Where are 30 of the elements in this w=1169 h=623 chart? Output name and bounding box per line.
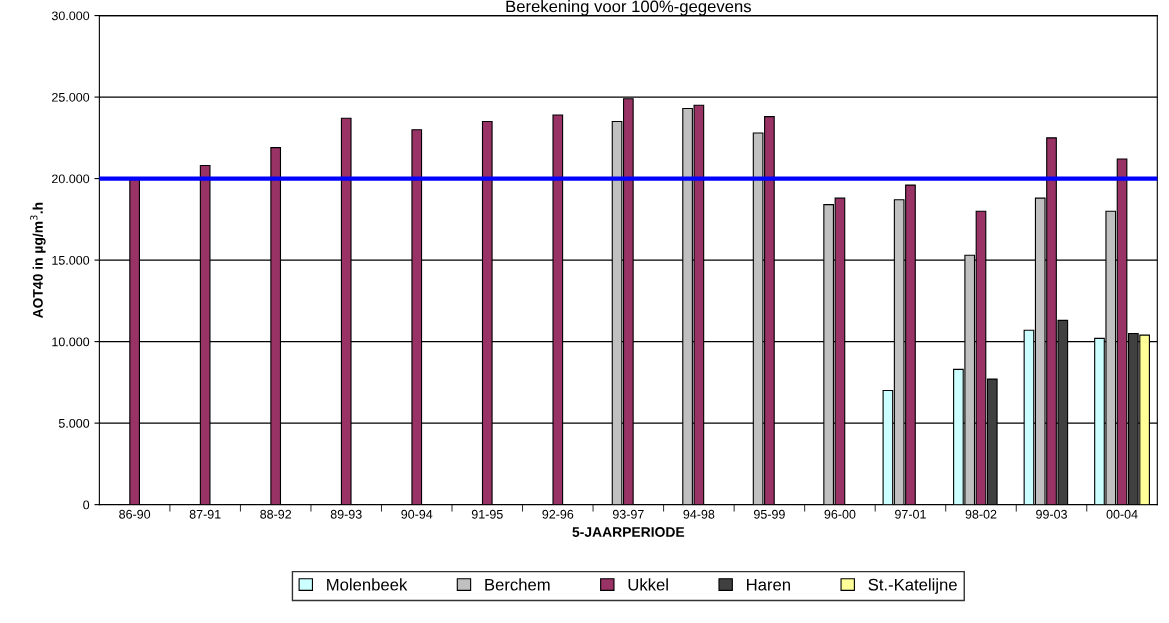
x-tick-label: 86-90 [119, 509, 151, 519]
x-tick-label: 99-03 [1036, 509, 1067, 519]
x-tick-label: 89-93 [330, 509, 362, 519]
x-tick-label: 98-02 [965, 509, 997, 519]
y-tick-label: 0 [83, 500, 90, 510]
y-tick-label: 5.000 [58, 418, 90, 428]
legend-label: Molenbeek [327, 578, 408, 591]
legend-label: Haren [747, 578, 790, 591]
x-tick-label: 90-94 [401, 509, 433, 519]
y-tick-label: 20.000 [52, 174, 90, 184]
y-axis-title: AOT40 in µg/m$^{3}$.h [30, 202, 46, 319]
x-tick-label: 95-99 [754, 509, 785, 519]
y-tick-label: 10.000 [52, 337, 90, 347]
legend-label: Berchem [485, 578, 550, 591]
y-tick-label: 15.000 [52, 255, 90, 265]
x-tick-label: 87-91 [189, 509, 221, 519]
y-tick-label: 25.000 [52, 92, 90, 102]
y-tick-label: 30.000 [51, 11, 90, 21]
x-tick-label: 88-92 [260, 509, 292, 519]
chart-title: Berekening voor 100%-gegevens [506, 0, 751, 16]
x-axis-title: 5-JAARPERIODE [572, 527, 685, 537]
legend-label: St.-Katelijne [868, 578, 957, 594]
x-tick-label: 00-04 [1106, 509, 1138, 519]
x-tick-label: 96-00 [824, 509, 856, 519]
x-tick-label: 97-01 [895, 509, 926, 519]
x-tick-label: 91-95 [471, 509, 503, 519]
x-tick-label: 92-96 [542, 509, 574, 519]
x-tick-label: 93-97 [612, 509, 644, 519]
x-tick-label: 94-98 [683, 509, 715, 519]
legend-label: Ukkel [628, 578, 668, 591]
